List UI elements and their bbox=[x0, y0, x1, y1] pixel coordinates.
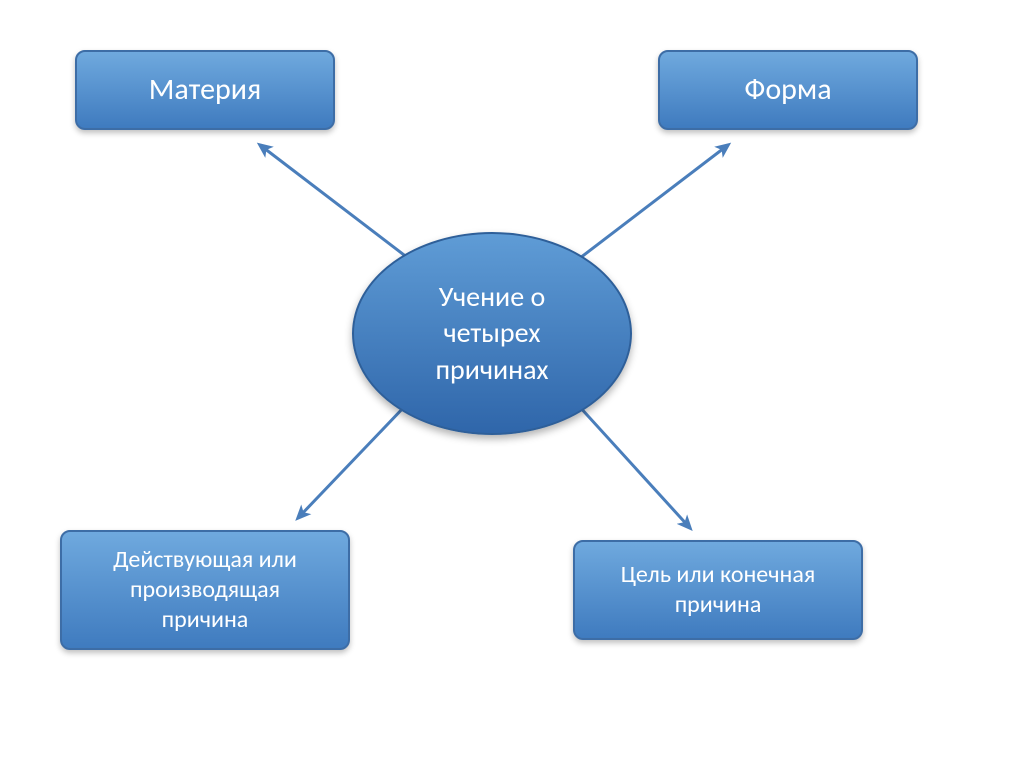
edge-center-to-bottom-left bbox=[298, 405, 406, 518]
center-node: Учение очетырехпричинах bbox=[352, 232, 632, 435]
edge-center-to-bottom-right bbox=[578, 405, 690, 528]
edge-center-to-top-right bbox=[580, 145, 728, 258]
node-bottom-left: Действующая илипроизводящаяпричина bbox=[60, 530, 350, 650]
node-label-bottom-right: Цель или конечнаяпричина bbox=[621, 560, 815, 620]
edge-center-to-top-left bbox=[260, 145, 408, 258]
node-label-top-left: Материя bbox=[149, 71, 261, 109]
node-top-left: Материя bbox=[75, 50, 335, 130]
center-label: Учение очетырехпричинах bbox=[435, 279, 548, 388]
node-bottom-right: Цель или конечнаяпричина bbox=[573, 540, 863, 640]
node-label-top-right: Форма bbox=[744, 71, 831, 109]
node-label-bottom-left: Действующая илипроизводящаяпричина bbox=[113, 545, 297, 635]
node-top-right: Форма bbox=[658, 50, 918, 130]
